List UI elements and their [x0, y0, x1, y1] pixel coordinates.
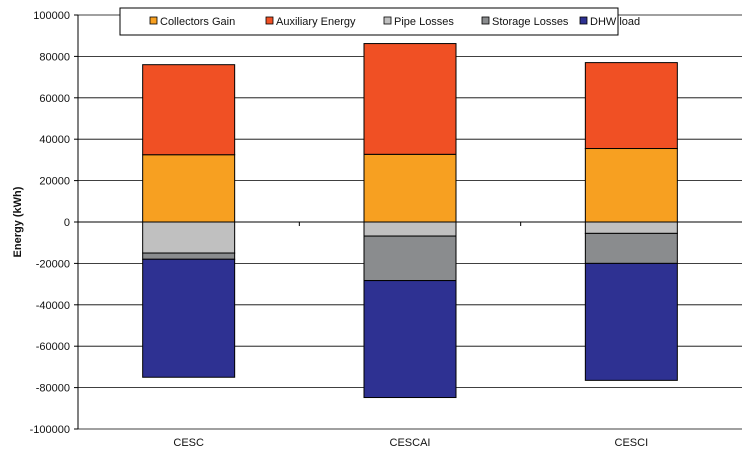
- bar-segment-collectors-gain: [584, 148, 678, 223]
- bar-segment-pipe-losses: [584, 221, 678, 234]
- bar-segment-storage-losses: [363, 235, 457, 282]
- legend-label: DHW load: [590, 16, 640, 28]
- legend-items: Collectors Gain Auxiliary Energy Pipe Loss…: [149, 16, 640, 28]
- x-category-label: CESC: [173, 437, 204, 449]
- legend-swatch: [149, 16, 158, 25]
- y-tick-label: 80000: [39, 51, 70, 63]
- bar-segment-auxiliary-energy: [142, 64, 236, 156]
- legend-swatch: [383, 16, 392, 25]
- legend-label: Auxiliary Energy: [276, 16, 356, 28]
- y-tick-label: 60000: [39, 93, 70, 105]
- legend-swatch: [265, 16, 274, 25]
- legend-swatch: [481, 16, 490, 25]
- y-tick-label: 20000: [39, 176, 70, 188]
- y-tick-label: -40000: [36, 300, 70, 312]
- y-axis-title: Energy (kWh): [12, 186, 24, 257]
- legend-label: Pipe Losses: [394, 16, 454, 28]
- bar-segment-pipe-losses: [363, 221, 457, 237]
- bar-segment-dhw-load: [584, 262, 678, 381]
- bar-segment-collectors-gain: [363, 153, 457, 223]
- y-tick-label: -80000: [36, 383, 70, 395]
- x-category-labels: CESC CESCAI CESCI: [173, 437, 648, 449]
- legend-label: Storage Losses: [492, 16, 569, 28]
- y-tick-labels: 100000 80000 60000 40000 20000 0 -20000 -40000 -…: [30, 10, 70, 436]
- bar-segment-dhw-load: [142, 258, 236, 378]
- legend: Collectors Gain Auxiliary Energy Pipe Loss…: [119, 7, 640, 36]
- y-tick-label: 40000: [39, 134, 70, 146]
- bar-segment-collectors-gain: [142, 154, 236, 223]
- bar-segment-auxiliary-energy: [363, 43, 457, 155]
- x-category-label: CESCAI: [390, 437, 431, 449]
- x-category-label: CESCI: [615, 437, 649, 449]
- bar-segment-pipe-losses: [142, 221, 236, 254]
- bars: [142, 43, 678, 399]
- legend-box: [119, 7, 619, 36]
- bar-segment-storage-losses: [142, 252, 236, 260]
- bar-segment-auxiliary-energy: [584, 62, 678, 150]
- legend-swatch: [579, 16, 588, 25]
- y-tick-label: -20000: [36, 258, 70, 270]
- bar-segment-dhw-load: [363, 280, 457, 399]
- y-tick-label: 100000: [33, 10, 70, 22]
- legend-label: Collectors Gain: [160, 16, 235, 28]
- bar-segment-storage-losses: [584, 232, 678, 264]
- y-tick-label: 0: [64, 217, 70, 229]
- y-tick-label: -60000: [36, 341, 70, 353]
- axes: [77, 15, 742, 429]
- y-tick-label: -100000: [30, 424, 70, 436]
